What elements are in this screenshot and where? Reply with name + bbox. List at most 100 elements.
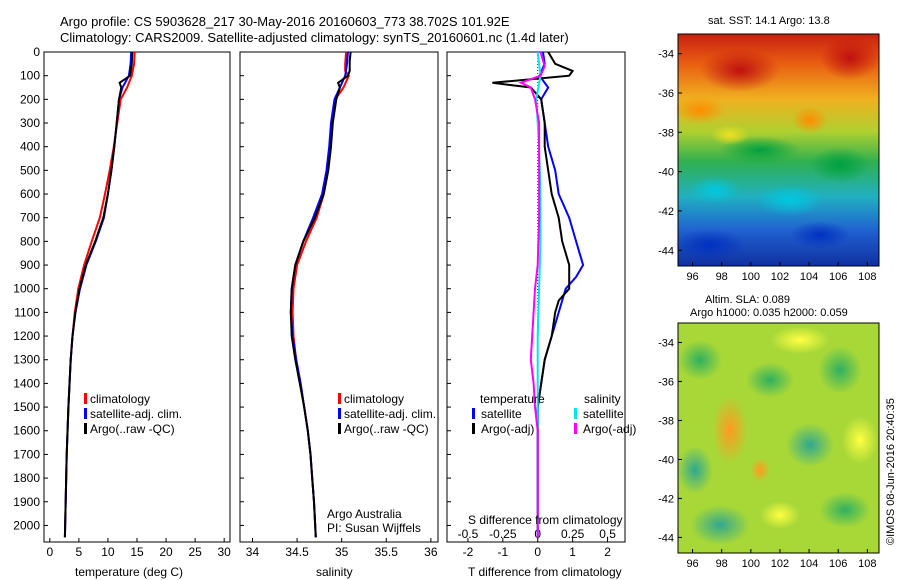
sla-low-patch bbox=[746, 362, 794, 398]
legend-swatch-t-argo bbox=[472, 423, 475, 434]
s-tick-label: -0.25 bbox=[489, 527, 517, 541]
difference-xlabel: T difference from climatology bbox=[468, 565, 622, 579]
salinity-xlabel: salinity bbox=[316, 565, 353, 579]
map-x-tick-label: 98 bbox=[716, 558, 728, 570]
difference-legend: temperature salinity satellite Argo(-adj… bbox=[472, 392, 636, 436]
sla-map-subtitle: Argo h1000: 0.035 h2000: 0.059 bbox=[690, 307, 848, 319]
sla-map-axes: 96 98 100 102 104 106 108 -34 -36 -38 -40 -42 -44 bbox=[658, 337, 876, 570]
x-tick-label: 35.5 bbox=[375, 545, 399, 559]
y-tick-label: 1900 bbox=[13, 495, 40, 509]
map-x-tick-label: 100 bbox=[742, 558, 760, 570]
temperature-axes bbox=[43, 51, 231, 543]
map-y-tick-label: -40 bbox=[658, 454, 674, 466]
y-tick-label: 700 bbox=[20, 211, 40, 225]
legend-swatch-argo bbox=[338, 423, 341, 434]
y-tick-label: 1700 bbox=[13, 447, 40, 461]
series-line-climatology bbox=[291, 51, 350, 538]
difference-axes bbox=[446, 51, 626, 543]
y-tick-label: 1600 bbox=[13, 424, 40, 438]
header-line1: Argo profile: CS 5903628_217 30-May-2016… bbox=[60, 14, 510, 29]
sst-warm-patch bbox=[820, 36, 880, 80]
sst-cold-patch bbox=[790, 221, 850, 249]
sla-yellow-patch bbox=[770, 326, 830, 354]
x-tick-label: 1 bbox=[569, 545, 576, 559]
legend-label-satellite: satellite-adj. clim. bbox=[344, 407, 436, 421]
salinity-legend: climatology satellite-adj. clim. Argo(..… bbox=[338, 392, 436, 436]
map-y-tick-label: -42 bbox=[658, 206, 674, 218]
x-tick-label: 25 bbox=[188, 545, 202, 559]
legend-label-t-argo: Argo(-adj) bbox=[481, 422, 534, 436]
temperature-legend: climatology satellite-adj. clim. Argo(..… bbox=[84, 392, 182, 436]
map-x-tick-label: 102 bbox=[771, 271, 789, 283]
y-tick-label: 600 bbox=[20, 187, 40, 201]
x-tick-label: 2 bbox=[604, 545, 611, 559]
sst-cyan-patch bbox=[756, 184, 824, 216]
y-tick-label: 100 bbox=[20, 69, 40, 83]
y-tick-label: 300 bbox=[20, 116, 40, 130]
map-y-tick-label: -34 bbox=[658, 49, 674, 61]
difference-xlabel2: S difference from climatology bbox=[468, 513, 623, 527]
y-tick-label: 1100 bbox=[14, 305, 40, 319]
header-line2: Climatology: CARS2009. Satellite-adjuste… bbox=[60, 30, 569, 45]
salinity-axes bbox=[239, 51, 439, 543]
sla-yellow-patch bbox=[760, 501, 800, 529]
sst-warm-patch bbox=[792, 106, 828, 134]
y-tick-label: 1000 bbox=[13, 282, 40, 296]
y-tick-label: 1200 bbox=[13, 329, 40, 343]
x-tick-label: 36 bbox=[424, 545, 438, 559]
temperature-plot: 0 5 10 15 20 25 300100200300400500600700800900… bbox=[13, 45, 231, 559]
map-x-tick-label: 108 bbox=[858, 271, 876, 283]
legend-swatch-t-satellite bbox=[472, 408, 475, 419]
legend-swatch-s-argo bbox=[574, 423, 577, 434]
s-tick-label: -0.5 bbox=[458, 527, 479, 541]
legend-swatch-satellite bbox=[84, 408, 87, 419]
x-tick-label: -2 bbox=[463, 545, 474, 559]
sla-high-patch bbox=[750, 458, 770, 482]
y-tick-label: 1800 bbox=[13, 471, 40, 485]
x-tick-label: 34 bbox=[246, 545, 260, 559]
sla-map bbox=[677, 322, 880, 554]
series-line-s-argo-adj- bbox=[518, 51, 546, 538]
sst-warm-patch bbox=[700, 48, 780, 92]
y-tick-label: 0 bbox=[33, 45, 40, 59]
map-y-tick-label: -44 bbox=[658, 245, 674, 257]
attribution: Argo Australia bbox=[327, 507, 402, 521]
y-tick-label: 500 bbox=[20, 163, 40, 177]
y-tick-label: 900 bbox=[20, 258, 40, 272]
sla-map-title: Altim. SLA: 0.089 bbox=[705, 294, 790, 306]
legend-label-t-satellite: satellite bbox=[481, 407, 522, 421]
map-y-tick-label: -38 bbox=[658, 415, 674, 427]
pi-name: PI: Susan Wijffels bbox=[327, 521, 421, 535]
map-y-tick-label: -36 bbox=[658, 88, 674, 100]
map-x-tick-label: 96 bbox=[686, 558, 698, 570]
y-tick-label: 400 bbox=[20, 140, 40, 154]
series-line-satellite-adj-clim- bbox=[289, 51, 349, 538]
x-tick-label: 34.5 bbox=[285, 545, 309, 559]
legend-label-argo: Argo(..raw -QC) bbox=[90, 422, 175, 436]
legend-swatch-climatology bbox=[338, 393, 341, 404]
legend-swatch-satellite bbox=[338, 408, 341, 419]
x-tick-label: 35 bbox=[335, 545, 349, 559]
sla-yellow-patch bbox=[842, 416, 878, 464]
s-tick-label: 0.25 bbox=[561, 527, 585, 541]
map-x-tick-label: 102 bbox=[771, 558, 789, 570]
legend-label-climatology: climatology bbox=[90, 392, 150, 406]
y-tick-label: 1300 bbox=[13, 353, 40, 367]
map-x-tick-label: 98 bbox=[716, 271, 728, 283]
legend-label-argo: Argo(..raw -QC) bbox=[344, 422, 429, 436]
x-tick-label: 5 bbox=[76, 545, 83, 559]
y-tick-label: 1400 bbox=[13, 376, 40, 390]
sla-low-patch bbox=[690, 505, 750, 545]
y-tick-label: 800 bbox=[20, 234, 40, 248]
legend-label-s-argo: Argo(-adj) bbox=[583, 422, 636, 436]
legend-title-salinity: salinity bbox=[584, 392, 621, 406]
map-y-tick-label: -34 bbox=[658, 337, 674, 349]
sla-map-frame bbox=[677, 322, 880, 554]
map-x-tick-label: 104 bbox=[800, 271, 818, 283]
map-x-tick-label: 106 bbox=[829, 558, 847, 570]
legend-label-satellite: satellite-adj. clim. bbox=[90, 407, 182, 421]
map-y-tick-label: -38 bbox=[658, 127, 674, 139]
map-y-tick-label: -42 bbox=[658, 493, 674, 505]
y-tick-label: 2000 bbox=[13, 518, 40, 532]
